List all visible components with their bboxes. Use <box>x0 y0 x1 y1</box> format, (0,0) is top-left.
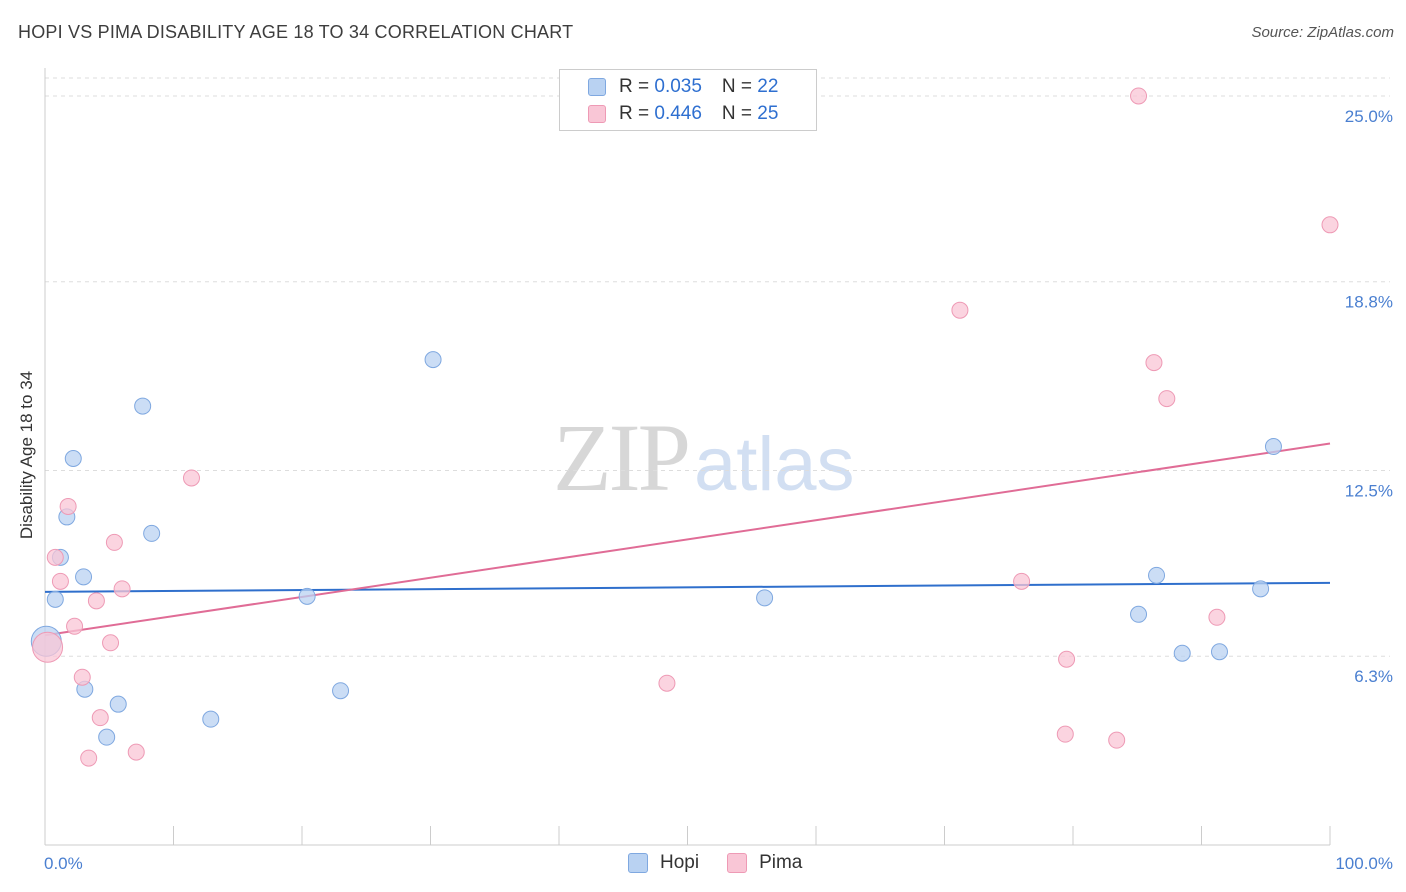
hopi-point-17 <box>1148 566 1166 584</box>
pima-swatch <box>588 105 606 123</box>
pima-point-3 <box>59 497 77 515</box>
pima-point-5 <box>73 668 91 686</box>
points-layer <box>30 87 1339 767</box>
hopi-point-5 <box>75 568 93 586</box>
pima-point-14 <box>658 674 676 692</box>
pima-point-21 <box>1145 354 1163 372</box>
pima-trend-line <box>44 442 1331 637</box>
hopi-point-14 <box>424 351 442 369</box>
pima-point-12 <box>127 743 145 761</box>
pima-point-7 <box>87 592 105 610</box>
series-legend-pima[interactable]: Pima <box>727 852 802 874</box>
x-tick-label-0: 0.0% <box>44 854 83 873</box>
hopi-point-9 <box>134 397 152 415</box>
hopi-legend-swatch <box>628 853 648 873</box>
hopi-trend-line <box>44 581 1331 593</box>
hopi-point-15 <box>756 589 774 607</box>
y-tick-label-2: 18.8% <box>1345 293 1393 312</box>
pima-point-6 <box>80 749 98 767</box>
series-legend: Hopi Pima <box>628 852 830 874</box>
pima-point-4 <box>66 617 84 635</box>
pima-r-value: 0.446 <box>654 103 702 124</box>
pima-point-1 <box>46 548 64 566</box>
watermark-zip: ZIP <box>553 404 691 511</box>
hopi-point-21 <box>1264 438 1282 456</box>
hopi-point-10 <box>143 524 161 542</box>
pima-point-23 <box>1208 608 1226 626</box>
hopi-point-11 <box>202 710 220 728</box>
pima-legend-label: Pima <box>759 852 803 873</box>
hopi-r-label: R = <box>619 76 655 97</box>
hopi-point-20 <box>1252 580 1270 598</box>
pima-point-16 <box>1013 572 1031 590</box>
pima-point-13 <box>182 469 200 487</box>
pima-n-label: N = <box>721 103 758 124</box>
legend-row-pima: R = 0.446 N = 25 <box>588 101 778 127</box>
hopi-point-1 <box>46 590 64 608</box>
pima-point-24 <box>1321 216 1339 234</box>
x-tick-label-1: 100.0% <box>1335 854 1393 873</box>
hopi-n-value: 22 <box>757 76 779 97</box>
watermark: ZIPatlas <box>553 402 855 513</box>
hopi-point-12 <box>298 587 316 605</box>
tick-layer: 6.3% 12.5% 18.8% 25.0% 0.0% 100.0% <box>44 107 1393 873</box>
pima-point-18 <box>1056 725 1074 743</box>
hopi-point-18 <box>1173 644 1191 662</box>
hopi-point-16 <box>1130 605 1148 623</box>
pima-n-value: 25 <box>757 103 779 124</box>
source-credit: Source: ZipAtlas.com <box>1251 24 1394 41</box>
hopi-r-value: 0.035 <box>654 76 702 97</box>
correlation-legend: R = 0.035 N = 22 R = 0.446 N = 25 <box>559 69 817 131</box>
hopi-legend-label: Hopi <box>660 852 700 873</box>
pima-legend-swatch <box>727 853 748 873</box>
hopi-point-7 <box>98 728 116 746</box>
hopi-point-13 <box>332 682 350 700</box>
pima-point-19 <box>1108 731 1126 749</box>
chart-title: HOPI VS PIMA DISABILITY AGE 18 TO 34 COR… <box>18 22 574 42</box>
pima-point-22 <box>1158 390 1176 408</box>
watermark-atlas: atlas <box>694 422 855 507</box>
pima-point-2 <box>51 572 69 590</box>
grid-layer <box>45 77 1390 657</box>
pima-point-8 <box>91 709 109 727</box>
series-legend-hopi[interactable]: Hopi <box>628 852 699 874</box>
pima-r-label: R = <box>619 103 655 124</box>
hopi-swatch <box>588 78 606 96</box>
hopi-n-label: N = <box>721 76 758 97</box>
hopi-point-19 <box>1210 643 1228 661</box>
pima-point-20 <box>1130 87 1148 105</box>
pima-point-0 <box>32 631 64 663</box>
pima-point-17 <box>1058 650 1076 668</box>
y-tick-label-1: 12.5% <box>1345 481 1393 500</box>
hopi-point-8 <box>109 695 127 713</box>
trend-layer <box>44 442 1331 637</box>
legend-row-hopi: R = 0.035 N = 22 <box>588 74 778 100</box>
pima-point-11 <box>113 580 131 598</box>
axis-layer <box>44 68 1331 846</box>
pima-point-10 <box>105 533 123 551</box>
pima-point-9 <box>102 634 120 652</box>
y-tick-label-0: 6.3% <box>1354 667 1393 686</box>
hopi-point-4 <box>64 450 82 468</box>
y-tick-label-3: 25.0% <box>1345 107 1393 126</box>
pima-point-15 <box>951 301 969 319</box>
